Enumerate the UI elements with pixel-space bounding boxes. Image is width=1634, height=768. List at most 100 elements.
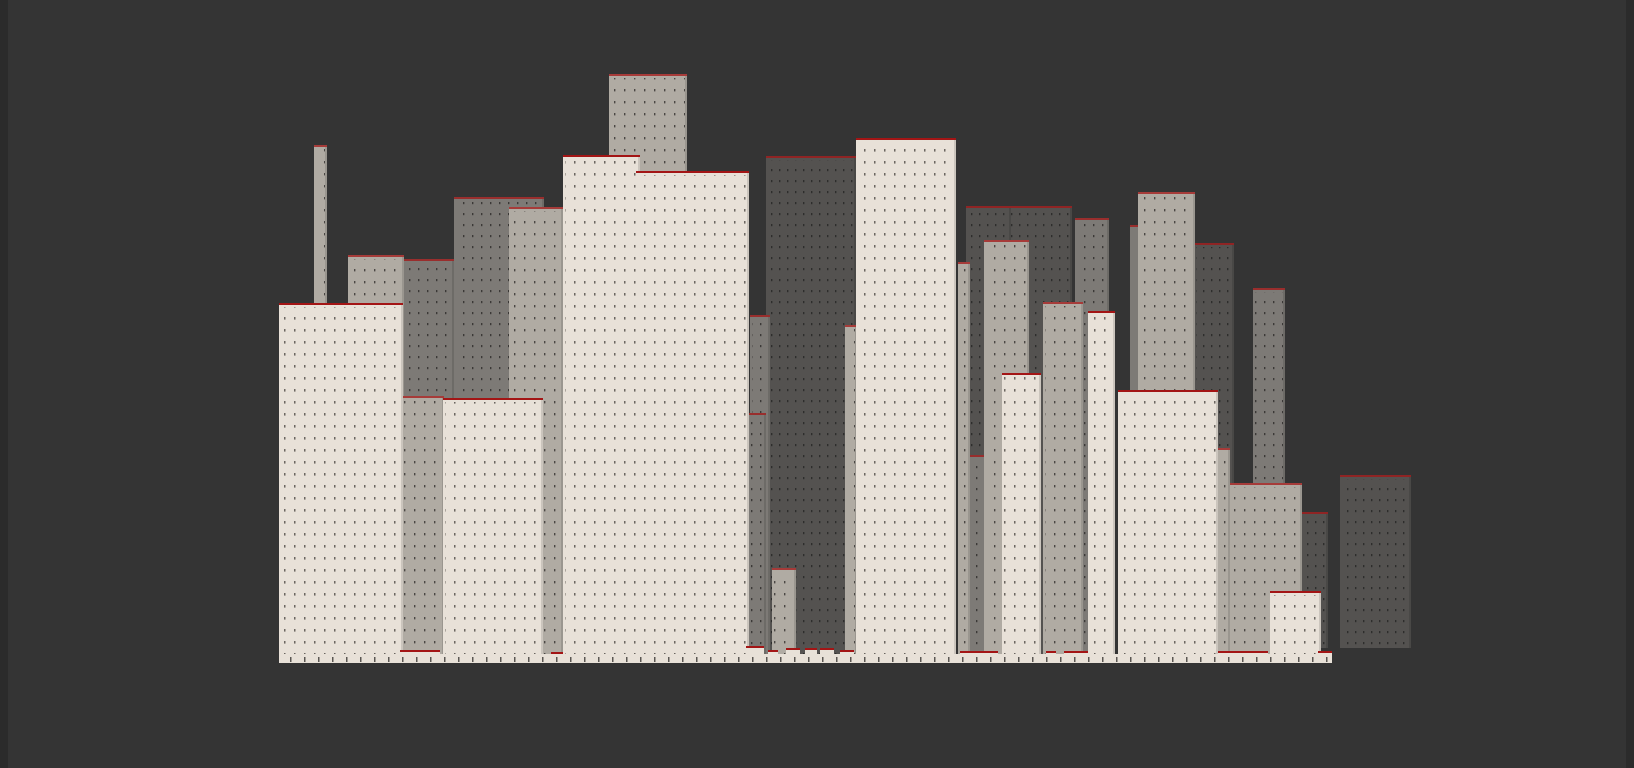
base-tick [318,657,320,662]
base-tick [1032,657,1034,662]
base-tick [696,657,698,662]
building-edge-shade [1081,304,1083,663]
building-edge-shade [954,140,956,663]
building-windows [847,329,855,661]
building-windows [281,307,401,661]
small-roof-trim [1218,651,1268,653]
base-tick [1242,657,1244,662]
base-tick [1144,657,1146,662]
front-building-3 [563,155,640,663]
ground-strip-layer [279,646,1332,663]
base-tick [1214,657,1216,662]
building-edge-shade [1409,477,1411,648]
front-building-8 [1118,390,1218,663]
base-tick [346,657,348,662]
building-edge-shade [1228,450,1230,663]
base-tick [1186,657,1188,662]
base-tick [1046,657,1048,662]
small-roof-trim [551,652,563,654]
base-tick [1018,657,1020,662]
roof-trim [1270,591,1321,593]
roof-trim [1002,373,1041,375]
base-tick [430,657,432,662]
small-building-6 [805,648,817,663]
building-edge-shade [768,317,770,663]
building-edge-shade [401,305,403,663]
base-tick [1228,657,1230,662]
front-buildings-layer [279,138,1321,663]
base-tick [1088,657,1090,662]
base-tick [878,657,880,662]
base-tick [794,657,796,662]
near-building-12 [1216,448,1230,663]
building-windows [1342,479,1409,646]
base-tick [640,657,642,662]
base-tick [1060,657,1062,662]
roof-trim [845,325,857,327]
building-windows [1272,595,1319,661]
base-tick [1256,657,1258,662]
building-edge-shade [1283,290,1285,663]
building-windows [565,159,638,661]
roof-trim [1194,243,1234,245]
roof-trim [636,171,749,173]
small-building-13 [1318,651,1332,663]
roof-trim [1043,302,1083,304]
base-tick [1158,657,1160,662]
base-tick [1200,657,1202,662]
base-tick [864,657,866,662]
building-edge-shade [1319,593,1321,663]
roof-trim [443,398,543,400]
front-building-4 [636,171,749,663]
base-tick [976,657,978,662]
base-tick [360,657,362,662]
roof-trim [750,315,770,317]
roof-trim [968,455,998,457]
building-edge-shade [794,570,796,663]
base-tick [1270,657,1272,662]
roof-trim [454,197,544,199]
near-building-8 [845,325,857,663]
base-tick [682,657,684,662]
building-windows [960,266,968,661]
base-tick [374,657,376,662]
building-windows [1045,306,1081,661]
building-edge-shade [1113,313,1115,663]
roof-trim [1300,512,1328,514]
roof-trim [402,259,454,261]
base-tick [1312,657,1314,662]
small-roof-trim [820,648,834,650]
front-building-7 [1088,311,1115,663]
building-edge-shade [747,173,749,663]
base-tick [1298,657,1300,662]
base-tick [472,657,474,662]
base-tick [822,657,824,662]
roof-trim [1138,192,1195,194]
front-building-6 [1002,373,1041,663]
building-edge-shade [1300,485,1302,663]
building-edge-shade [1039,375,1041,663]
roof-trim [766,156,856,158]
building-edge-shade [541,400,543,663]
base-tick [1172,657,1174,662]
near-building-5 [402,396,444,663]
building-windows [748,417,764,661]
roof-trim [1088,311,1115,313]
small-building-5 [786,648,800,663]
building-edge-shade [1326,514,1328,648]
small-roof-trim [960,651,998,653]
small-building-3 [746,646,764,663]
mid-building-4 [746,413,766,663]
base-tick [766,657,768,662]
base-tick [612,657,614,662]
small-roof-trim [1318,651,1332,653]
front-building-5 [856,138,956,663]
roof-trim [1075,218,1109,220]
small-building-4 [768,650,778,663]
base-tick [1004,657,1006,662]
roof-trim [772,568,796,570]
building-windows [774,572,794,661]
base-tick [724,657,726,662]
